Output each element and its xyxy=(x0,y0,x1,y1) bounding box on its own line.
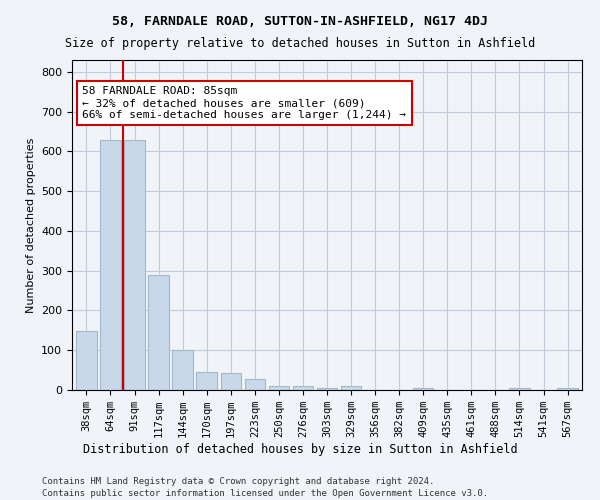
Text: Size of property relative to detached houses in Sutton in Ashfield: Size of property relative to detached ho… xyxy=(65,38,535,51)
Bar xyxy=(148,274,169,390)
Bar xyxy=(509,388,530,390)
Bar xyxy=(293,386,313,390)
Text: 58, FARNDALE ROAD, SUTTON-IN-ASHFIELD, NG17 4DJ: 58, FARNDALE ROAD, SUTTON-IN-ASHFIELD, N… xyxy=(112,15,488,28)
Text: Contains public sector information licensed under the Open Government Licence v3: Contains public sector information licen… xyxy=(42,489,488,498)
Bar xyxy=(341,386,361,390)
Text: 58 FARNDALE ROAD: 85sqm
← 32% of detached houses are smaller (609)
66% of semi-d: 58 FARNDALE ROAD: 85sqm ← 32% of detache… xyxy=(82,86,406,120)
Bar xyxy=(100,140,121,390)
Bar xyxy=(317,388,337,390)
Text: Distribution of detached houses by size in Sutton in Ashfield: Distribution of detached houses by size … xyxy=(83,442,517,456)
Y-axis label: Number of detached properties: Number of detached properties xyxy=(26,138,35,312)
Bar xyxy=(413,388,433,390)
Bar xyxy=(557,388,578,390)
Bar xyxy=(196,372,217,390)
Bar xyxy=(76,331,97,390)
Bar xyxy=(269,386,289,390)
Bar xyxy=(221,374,241,390)
Bar xyxy=(245,379,265,390)
Text: Contains HM Land Registry data © Crown copyright and database right 2024.: Contains HM Land Registry data © Crown c… xyxy=(42,478,434,486)
Bar xyxy=(124,140,145,390)
Bar xyxy=(172,350,193,390)
